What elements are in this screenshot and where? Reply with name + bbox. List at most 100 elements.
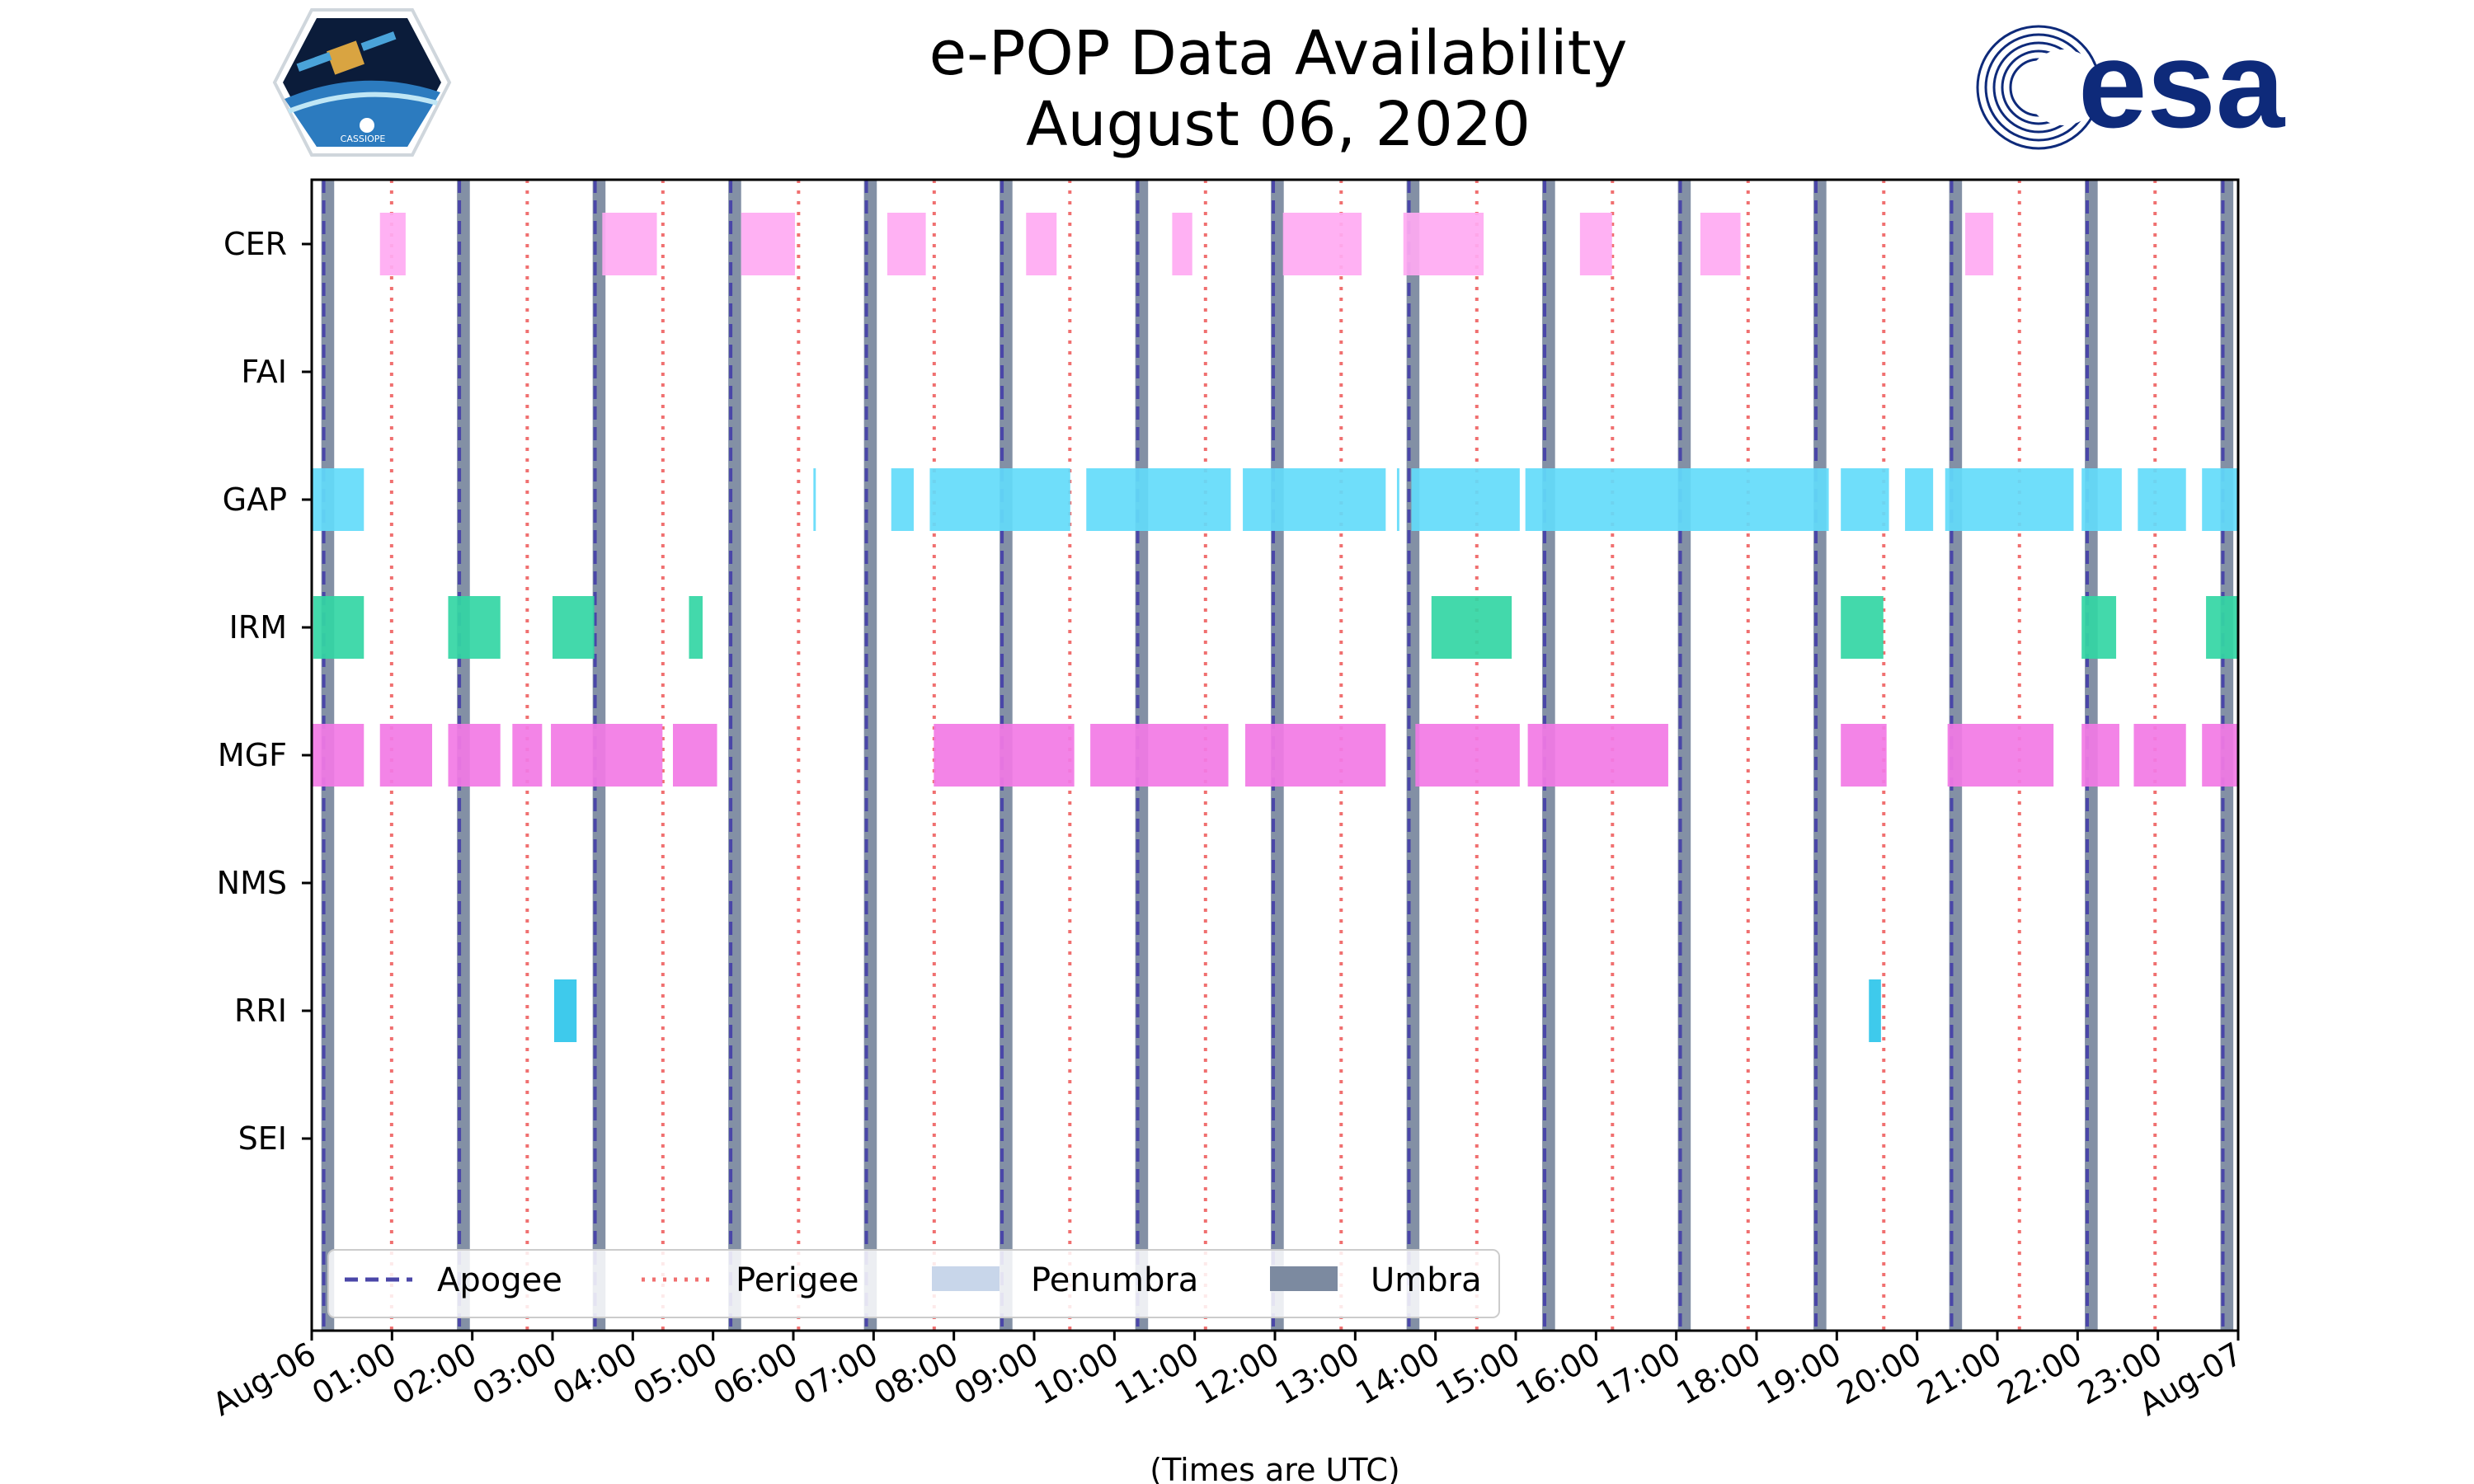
ytick-label-irm: IRM xyxy=(229,609,287,646)
bar-cer-3 xyxy=(887,213,926,275)
bar-mgf-1 xyxy=(379,724,432,787)
x-axis-ticks: Aug-0601:0002:0003:0004:0005:0006:0007:0… xyxy=(206,1331,2249,1423)
bar-mgf-2 xyxy=(448,724,501,787)
bar-irm-0 xyxy=(313,596,365,659)
bar-gap-1 xyxy=(813,468,816,531)
xtick-label-8: 08:00 xyxy=(868,1336,964,1412)
xtick-label-18: 18:00 xyxy=(1671,1336,1767,1412)
x-axis-label: (Times are UTC) xyxy=(1150,1452,1399,1484)
xtick-label-20: 20:00 xyxy=(1831,1336,1927,1412)
bar-irm-1 xyxy=(448,596,501,659)
bar-cer-9 xyxy=(1700,213,1741,275)
bar-gap-6 xyxy=(1396,468,1399,531)
bar-gap-12 xyxy=(2081,468,2122,531)
bar-gap-5 xyxy=(1243,468,1386,531)
ytick-label-fai: FAI xyxy=(241,354,287,390)
ytick-label-gap: GAP xyxy=(223,481,287,518)
bar-mgf-12 xyxy=(1947,724,2054,787)
xtick-label-9: 09:00 xyxy=(948,1336,1045,1412)
bar-gap-13 xyxy=(2138,468,2186,531)
bar-cer-4 xyxy=(1026,213,1057,275)
cassiope-mission-logo: CASSIOPE xyxy=(272,8,452,157)
bar-cer-2 xyxy=(741,213,795,275)
bar-mgf-6 xyxy=(934,724,1075,787)
ytick-label-mgf: MGF xyxy=(218,737,287,773)
bar-mgf-14 xyxy=(2133,724,2186,787)
bar-mgf-8 xyxy=(1244,724,1386,787)
bar-gap-3 xyxy=(929,468,1070,531)
bar-cer-5 xyxy=(1172,213,1192,275)
bar-mgf-3 xyxy=(512,724,543,787)
bar-gap-4 xyxy=(1086,468,1231,531)
xtick-label-14: 14:00 xyxy=(1349,1336,1446,1412)
cassiope-label: CASSIOPE xyxy=(341,134,386,144)
chart-title-line-2: August 06, 2020 xyxy=(1026,89,1531,160)
xtick-label-1: 01:00 xyxy=(306,1336,402,1412)
legend-perigee-label: Perigee xyxy=(736,1261,858,1299)
bar-cer-7 xyxy=(1403,213,1484,275)
bar-gap-14 xyxy=(2202,468,2238,531)
xtick-label-5: 05:00 xyxy=(627,1336,723,1412)
bar-irm-6 xyxy=(2081,596,2117,659)
esa-wordmark: esa xyxy=(2078,15,2286,153)
xtick-label-2: 02:00 xyxy=(386,1336,482,1412)
bar-gap-8 xyxy=(1525,468,1829,531)
xtick-label-15: 15:00 xyxy=(1430,1336,1526,1412)
umbra-band-10 xyxy=(1677,180,1691,1331)
bar-gap-9 xyxy=(1841,468,1889,531)
umbra-band-11 xyxy=(1813,180,1827,1331)
xtick-label-4: 04:00 xyxy=(547,1336,643,1412)
bar-gap-2 xyxy=(891,468,914,531)
y-axis-ticks: CER FAI GAP IRM MGF NMS RRI SEI xyxy=(217,226,312,1157)
xtick-label-13: 13:00 xyxy=(1269,1336,1366,1412)
bar-irm-2 xyxy=(553,596,595,659)
ytick-label-sei: SEI xyxy=(238,1120,287,1157)
ytick-label-rri: RRI xyxy=(234,993,287,1029)
chart-title-line-1: e-POP Data Availability xyxy=(929,18,1628,89)
bar-mgf-9 xyxy=(1415,724,1520,787)
bar-rri-1 xyxy=(1869,979,1881,1042)
bar-irm-4 xyxy=(1431,596,1512,659)
bar-cer-1 xyxy=(602,213,657,275)
bar-mgf-11 xyxy=(1841,724,1887,787)
bar-mgf-15 xyxy=(2202,724,2238,787)
xtick-label-22: 22:00 xyxy=(1992,1336,2088,1412)
bar-mgf-5 xyxy=(673,724,717,787)
xtick-label-21: 21:00 xyxy=(1912,1336,2008,1412)
xtick-label-3: 03:00 xyxy=(467,1336,563,1412)
bar-gap-0 xyxy=(312,468,365,531)
bar-cer-8 xyxy=(1579,213,1612,275)
bar-cer-0 xyxy=(379,213,406,275)
bar-mgf-7 xyxy=(1090,724,1229,787)
bar-rri-0 xyxy=(553,979,577,1042)
esa-logo: esa xyxy=(1976,15,2286,153)
xtick-label-17: 17:00 xyxy=(1590,1336,1686,1412)
xtick-label-19: 19:00 xyxy=(1751,1336,1847,1412)
legend-apogee-label: Apogee xyxy=(437,1261,562,1299)
ytick-label-nms: NMS xyxy=(217,865,287,901)
legend: Apogee Perigee Penumbra Umbra xyxy=(327,1249,1500,1318)
bar-mgf-13 xyxy=(2081,724,2119,787)
xtick-label-6: 06:00 xyxy=(708,1336,804,1412)
bar-cer-10 xyxy=(1965,213,1994,275)
bar-gap-7 xyxy=(1411,468,1520,531)
ytick-label-cer: CER xyxy=(223,226,287,262)
xtick-label-12: 12:00 xyxy=(1189,1336,1286,1412)
legend-umbra-label: Umbra xyxy=(1371,1261,1482,1299)
bar-irm-7 xyxy=(2206,596,2238,659)
xtick-label-0: Aug-06 xyxy=(206,1336,322,1423)
bar-irm-3 xyxy=(689,596,703,659)
umbra-band-3 xyxy=(728,180,741,1331)
legend-umbra-swatch xyxy=(1270,1266,1338,1291)
bar-gap-11 xyxy=(1945,468,2074,531)
umbra-band-4 xyxy=(863,180,877,1331)
legend-penumbra-swatch xyxy=(932,1266,999,1291)
bar-mgf-0 xyxy=(312,724,365,787)
bar-mgf-10 xyxy=(1527,724,1668,787)
xtick-label-7: 07:00 xyxy=(788,1336,884,1412)
umbra-band-8 xyxy=(1406,180,1420,1331)
xtick-label-11: 11:00 xyxy=(1108,1336,1205,1412)
xtick-label-10: 10:00 xyxy=(1028,1336,1125,1412)
bar-mgf-4 xyxy=(551,724,663,787)
